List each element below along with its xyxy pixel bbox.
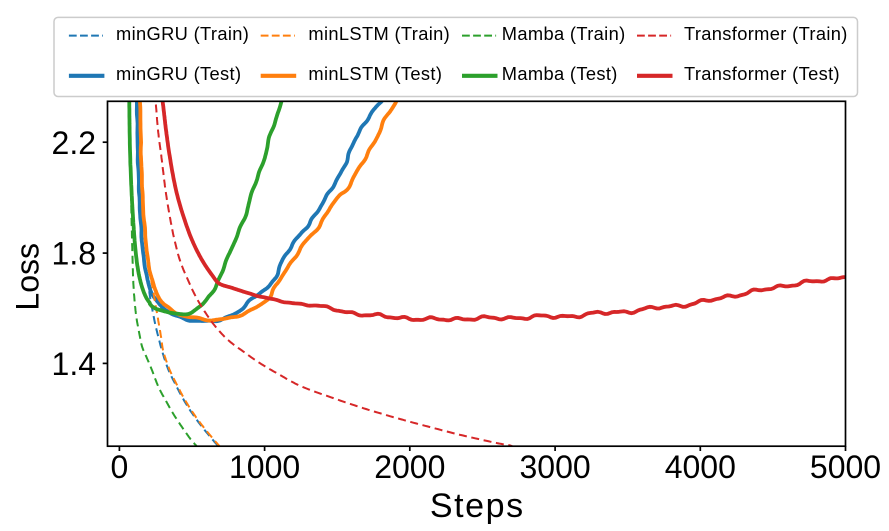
svg-text:Transformer (Train): Transformer (Train): [684, 23, 848, 44]
svg-text:minGRU (Test): minGRU (Test): [116, 63, 241, 84]
svg-text:minGRU (Train): minGRU (Train): [116, 23, 249, 44]
svg-text:1.8: 1.8: [52, 236, 96, 272]
svg-text:2.2: 2.2: [52, 125, 96, 161]
svg-text:minLSTM (Train): minLSTM (Train): [308, 23, 450, 44]
svg-text:1000: 1000: [229, 449, 300, 485]
svg-text:minLSTM (Test): minLSTM (Test): [308, 63, 442, 84]
svg-text:3000: 3000: [520, 449, 591, 485]
svg-text:2000: 2000: [374, 449, 445, 485]
svg-text:Mamba (Test): Mamba (Test): [502, 63, 618, 84]
svg-text:Mamba (Train): Mamba (Train): [502, 23, 626, 44]
svg-text:Loss: Loss: [10, 243, 46, 311]
svg-text:4000: 4000: [665, 449, 736, 485]
svg-text:Transformer (Test): Transformer (Test): [684, 63, 840, 84]
svg-text:0: 0: [111, 449, 129, 485]
svg-text:1.4: 1.4: [52, 346, 96, 382]
svg-text:Steps: Steps: [430, 487, 525, 525]
svg-text:5000: 5000: [810, 449, 881, 485]
